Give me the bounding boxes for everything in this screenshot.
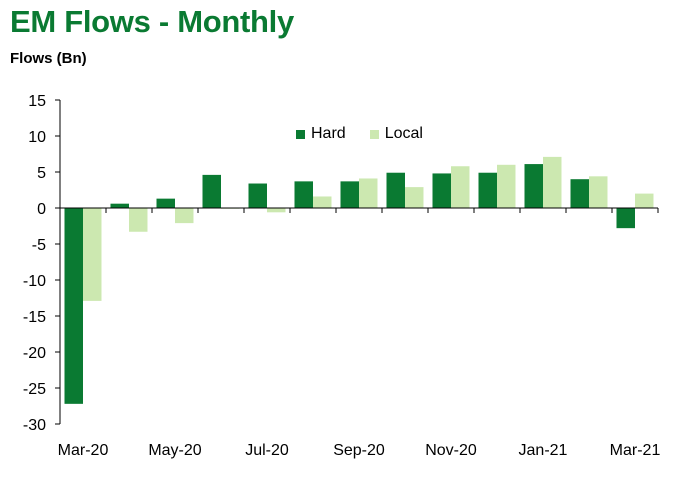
bar-hard-may-20 [156, 198, 175, 208]
bar-local-oct-20 [405, 187, 424, 208]
bar-hard-jul-20 [248, 183, 267, 208]
y-tick-label--25: -25 [23, 381, 46, 398]
x-tick-label-mar-20: Mar-20 [58, 442, 109, 459]
bar-local-mar-20 [83, 208, 102, 301]
y-tick-label--15: -15 [23, 309, 46, 326]
bar-hard-sep-20 [340, 181, 359, 208]
bar-hard-mar-20 [64, 208, 83, 404]
y-tick-label-15: 15 [28, 93, 46, 110]
x-tick-label-sep-20: Sep-20 [333, 442, 385, 459]
y-axis-label: Flows (Bn) [10, 50, 87, 67]
legend: Hard Local [296, 125, 423, 143]
bar-local-mar-21 [635, 193, 654, 208]
y-tick-label--20: -20 [23, 345, 46, 362]
bar-hard-jun-20 [202, 174, 221, 208]
chart-title: EM Flows - Monthly [10, 4, 294, 39]
legend-label-local: Local [384, 125, 423, 142]
y-tick-label--5: -5 [32, 237, 46, 254]
y-tick-label--10: -10 [23, 273, 46, 290]
y-tick-label--30: -30 [23, 417, 46, 434]
bar-local-jan-21 [543, 156, 562, 208]
bar-hard-nov-20 [432, 173, 451, 208]
legend-swatch-local [369, 129, 379, 139]
bar-local-apr-20 [129, 208, 148, 232]
bar-local-may-20 [175, 208, 194, 224]
y-tick-label-5: 5 [37, 165, 46, 182]
bar-local-sep-20 [359, 178, 378, 208]
bar-local-jul-20 [267, 208, 286, 213]
bar-hard-mar-21 [616, 208, 635, 229]
bar-hard-feb-21 [570, 179, 589, 208]
x-tick-label-jul-20: Jul-20 [245, 442, 289, 459]
bar-hard-dec-20 [478, 172, 497, 208]
bar-hard-apr-20 [110, 203, 129, 208]
legend-item-local: Local [369, 125, 423, 143]
bars-layer [64, 156, 654, 404]
x-tick-label-mar-21: Mar-21 [610, 442, 661, 459]
x-tick-label-jan-21: Jan-21 [519, 442, 568, 459]
axes-layer [55, 99, 659, 425]
bar-hard-aug-20 [294, 181, 313, 208]
legend-label-hard: Hard [311, 125, 346, 142]
bar-local-feb-21 [589, 176, 608, 208]
tick-labels-layer: 15 10 5 0 -5 -10 -15 -20 -25 -30 Mar-20 May-20 Jul-2… [23, 93, 661, 459]
legend-swatch-hard [296, 129, 305, 139]
bar-local-nov-20 [451, 166, 470, 208]
bar-local-dec-20 [497, 164, 516, 208]
legend-item-hard: Hard [296, 125, 346, 143]
bar-hard-oct-20 [386, 172, 405, 208]
y-tick-label-10: 10 [28, 129, 46, 146]
x-tick-label-nov-20: Nov-20 [425, 442, 477, 459]
bar-hard-jan-21 [524, 164, 543, 208]
y-tick-label-0: 0 [37, 201, 46, 218]
bar-local-aug-20 [313, 196, 332, 208]
x-tick-label-may-20: May-20 [148, 442, 201, 459]
